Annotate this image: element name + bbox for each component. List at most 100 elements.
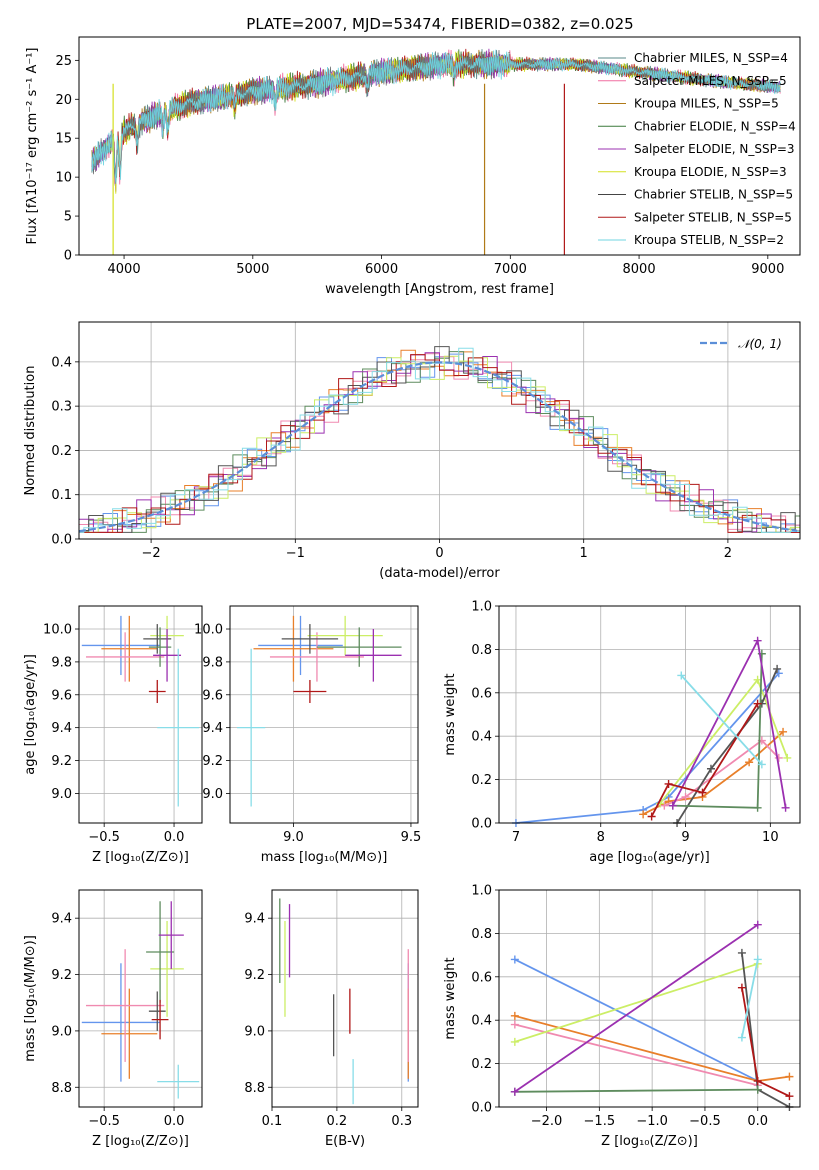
y-tick-label: 8.8 xyxy=(51,1081,72,1096)
weight-marker xyxy=(781,803,790,812)
weight-marker xyxy=(753,636,762,645)
y-tick-label: 9.0 xyxy=(51,787,72,802)
x-tick-label: 0.0 xyxy=(164,1114,185,1129)
x-tick-label: 4000 xyxy=(108,262,141,277)
spectrum-line xyxy=(91,49,781,183)
y-axis-label: mass weight xyxy=(443,673,458,755)
y-tick-label: 1.0 xyxy=(471,884,492,899)
legend-label: Salpeter MILES, N_SSP=5 xyxy=(634,74,787,88)
y-tick-label: 0.8 xyxy=(471,927,492,942)
x-tick-label: −2.0 xyxy=(531,1114,563,1129)
age-vs-metallicity-panel: −0.5 0.0 9.0 9.2 9.4 9.6 9.8 10.0 Z [log₁₀(Z/Z⊙)… xyxy=(23,605,203,865)
y-tick-label: 10.0 xyxy=(43,623,72,638)
weight-marker xyxy=(681,792,690,801)
weight-line xyxy=(514,962,759,1043)
x-tick-label: 0.0 xyxy=(747,1114,768,1129)
x-tick-label: 8000 xyxy=(623,262,656,277)
x-tick-label: −0.5 xyxy=(88,1114,120,1129)
legend-label: Chabrier STELIB, N_SSP=5 xyxy=(634,188,793,202)
x-tick-label: 9.5 xyxy=(401,830,422,845)
y-tick-label: 25 xyxy=(55,54,72,69)
y-tick-label: 5 xyxy=(64,210,72,225)
x-tick-label: 2 xyxy=(724,546,732,561)
weight-line xyxy=(515,672,780,824)
weight-marker xyxy=(753,1076,762,1085)
weight-marker xyxy=(774,753,783,762)
weight-marker xyxy=(779,727,788,736)
y-tick-label: 9.6 xyxy=(51,688,72,703)
x-tick-label: 7000 xyxy=(494,262,527,277)
y-tick-label: 0.1 xyxy=(51,488,72,503)
mass-weight-vs-metallicity-panel: −2.0 −1.5 −1.0 −0.5 0.0 0.0 0.2 0.4 0.6 0.8 1.0 Z [… xyxy=(443,884,801,1149)
weight-marker xyxy=(510,1020,519,1029)
histogram-series xyxy=(79,346,800,533)
weight-marker xyxy=(510,1037,519,1046)
weight-marker xyxy=(647,812,656,821)
legend-label: Salpeter STELIB, N_SSP=5 xyxy=(634,210,792,224)
weight-marker xyxy=(753,699,762,708)
weight-marker xyxy=(785,1092,794,1101)
histogram-series xyxy=(79,351,800,533)
legend-label: Chabrier MILES, N_SSP=4 xyxy=(634,51,788,65)
figure-title: PLATE=2007, MJD=53474, FIBERID=0382, z=0… xyxy=(246,15,633,33)
weight-marker xyxy=(677,671,686,680)
weight-marker xyxy=(510,1087,519,1096)
weight-line xyxy=(741,959,759,1038)
x-tick-label: −0.5 xyxy=(689,1114,721,1129)
y-tick-label: 0.6 xyxy=(471,970,492,985)
axes-frame xyxy=(78,605,203,824)
axes-frame xyxy=(229,605,419,824)
x-tick-label: 9 xyxy=(681,830,689,845)
weight-marker xyxy=(510,1011,519,1020)
x-axis-label: E(B-V) xyxy=(325,1134,365,1149)
y-axis-label: mass [log₁₀(M/M⊙)] xyxy=(23,935,38,1062)
weight-marker xyxy=(753,920,762,929)
mass-vs-metallicity-panel: −0.5 0.0 8.8 9.0 9.2 9.4 Z [log₁₀(Z/Z⊙)] mass [… xyxy=(23,889,203,1149)
histogram-series xyxy=(79,355,800,533)
spectrum-panel: 4000 5000 6000 7000 8000 9000 0 5 10 15 20 25 wavele… xyxy=(25,36,801,297)
y-tick-label: 9.8 xyxy=(51,655,72,670)
x-axis-label: Z [log₁₀(Z/Z⊙)] xyxy=(92,1134,189,1149)
weight-marker xyxy=(737,983,746,992)
weight-marker xyxy=(745,758,754,767)
axes-frame xyxy=(78,36,801,256)
x-tick-label: 8 xyxy=(597,830,605,845)
x-tick-label: −0.5 xyxy=(88,830,120,845)
x-tick-label: −1.5 xyxy=(584,1114,616,1129)
x-axis-label: Z [log₁₀(Z/Z⊙)] xyxy=(601,1134,698,1149)
axes-frame xyxy=(498,605,801,824)
weight-line xyxy=(514,1088,758,1093)
weight-line xyxy=(514,1023,759,1087)
y-tick-label: 9.2 xyxy=(51,968,72,983)
y-tick-label: 9.4 xyxy=(244,912,265,927)
y-tick-label: 0.0 xyxy=(471,817,492,832)
histogram-series xyxy=(79,354,800,533)
weight-marker xyxy=(783,753,792,762)
x-tick-label: −1 xyxy=(286,546,305,561)
weight-marker xyxy=(753,803,762,812)
x-tick-label: 0.0 xyxy=(164,830,185,845)
y-tick-label: 0.4 xyxy=(471,1014,492,1029)
weight-marker xyxy=(757,760,766,769)
weight-marker xyxy=(639,810,648,819)
legend-label: 𝒩(0, 1) xyxy=(738,337,782,351)
x-tick-label: 0.1 xyxy=(262,1114,283,1129)
weight-line xyxy=(680,674,763,766)
axes-frame xyxy=(271,889,419,1108)
legend-label: Kroupa STELIB, N_SSP=2 xyxy=(634,233,784,247)
weight-marker xyxy=(785,1072,794,1081)
x-tick-label: −2 xyxy=(142,546,161,561)
y-tick-label: 8.8 xyxy=(244,1081,265,1096)
y-tick-label: 0 xyxy=(64,249,72,264)
weight-marker xyxy=(510,955,519,964)
weight-marker xyxy=(664,779,673,788)
y-tick-label: 10 xyxy=(55,171,72,186)
legend-label: Salpeter ELODIE, N_SSP=3 xyxy=(634,142,795,156)
y-tick-label: 9.6 xyxy=(202,688,223,703)
y-tick-label: 10.0 xyxy=(194,623,223,638)
y-tick-label: 0.3 xyxy=(51,400,72,415)
axes-frame xyxy=(78,889,203,1108)
y-tick-label: 20 xyxy=(55,93,72,108)
y-tick-label: 9.2 xyxy=(244,968,265,983)
